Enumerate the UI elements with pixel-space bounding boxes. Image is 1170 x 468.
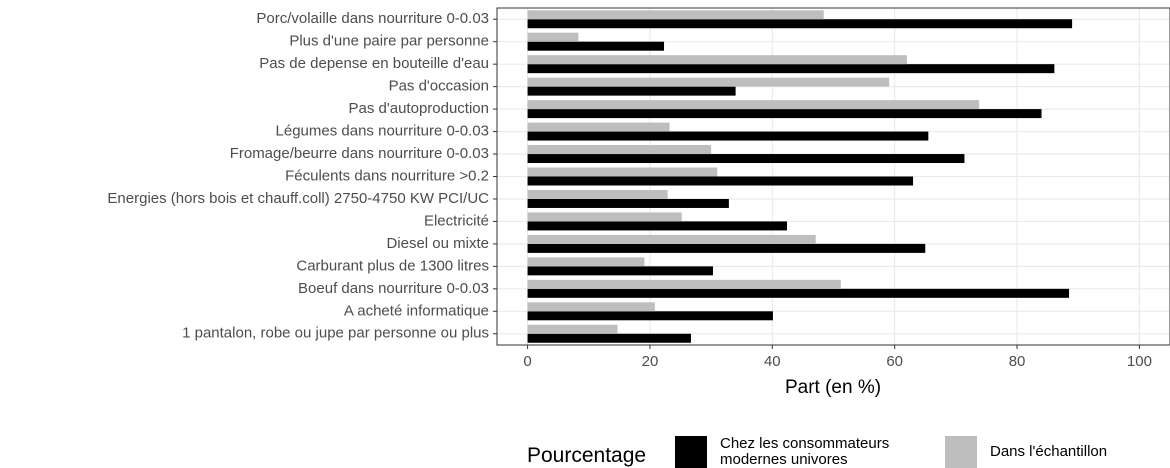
bar xyxy=(527,221,788,231)
x-axis-label: Part (en %) xyxy=(785,377,881,398)
bar xyxy=(527,10,824,20)
legend-swatch xyxy=(945,436,977,468)
y-tick-label: 1 pantalon, robe ou jupe par personne ou… xyxy=(182,325,489,342)
y-tick-label: Pas d'autoproduction xyxy=(349,100,489,117)
bar xyxy=(527,266,713,276)
legend-title: Pourcentage xyxy=(527,444,647,467)
panel-border xyxy=(496,7,1170,346)
bar xyxy=(527,212,682,222)
y-tick-label: Fromage/beurre dans nourriture 0-0.03 xyxy=(230,145,489,162)
bar xyxy=(527,324,618,334)
bar xyxy=(527,154,965,164)
bar xyxy=(527,234,816,244)
bar xyxy=(527,288,1070,298)
bar xyxy=(527,311,773,321)
bar xyxy=(527,86,736,96)
bar xyxy=(527,19,1073,29)
y-tick-label: Electricité xyxy=(424,212,489,229)
x-tick-label: 20 xyxy=(642,353,659,370)
bar xyxy=(527,167,718,177)
y-tick-label: Féculents dans nourriture >0.2 xyxy=(285,167,489,184)
x-tick-label: 0 xyxy=(523,353,531,370)
bar xyxy=(527,198,729,208)
bar xyxy=(527,257,645,267)
bar xyxy=(527,131,929,141)
bar xyxy=(527,77,890,87)
y-tick-label: Diesel ou mixte xyxy=(386,235,489,252)
x-tick-label: 80 xyxy=(1009,353,1026,370)
legend-swatch xyxy=(675,436,707,468)
bar xyxy=(527,243,926,253)
x-tick-label: 100 xyxy=(1127,353,1152,370)
bar xyxy=(527,333,691,343)
legend-label: Chez les consommateurs modernes univores xyxy=(720,435,890,468)
bar xyxy=(527,302,655,312)
bar xyxy=(527,64,1055,74)
bar xyxy=(527,145,712,155)
y-tick-label: Boeuf dans nourriture 0-0.03 xyxy=(298,280,489,297)
y-tick-label: Pas de depense en bouteille d'eau xyxy=(259,55,489,72)
y-tick-label: A acheté informatique xyxy=(344,302,489,319)
bar xyxy=(527,122,670,132)
y-tick-label: Légumes dans nourriture 0-0.03 xyxy=(276,123,489,140)
bar xyxy=(527,109,1042,119)
bar xyxy=(527,32,579,42)
bar xyxy=(527,279,841,289)
legend-label: Dans l'échantillon xyxy=(990,443,1108,460)
bar xyxy=(527,189,668,199)
y-tick-label: Carburant plus de 1300 litres xyxy=(296,257,489,274)
y-tick-label: Pas d'occasion xyxy=(389,78,489,95)
bar xyxy=(527,100,980,110)
bar xyxy=(527,176,914,186)
y-tick-label: Energies (hors bois et chauff.coll) 2750… xyxy=(107,190,489,207)
bar xyxy=(527,41,665,51)
x-tick-label: 60 xyxy=(886,353,903,370)
x-tick-label: 40 xyxy=(764,353,781,370)
bar xyxy=(527,55,907,65)
y-tick-label: Porc/volaille dans nourriture 0-0.03 xyxy=(256,10,489,27)
y-tick-label: Plus d'une paire par personne xyxy=(289,33,489,50)
